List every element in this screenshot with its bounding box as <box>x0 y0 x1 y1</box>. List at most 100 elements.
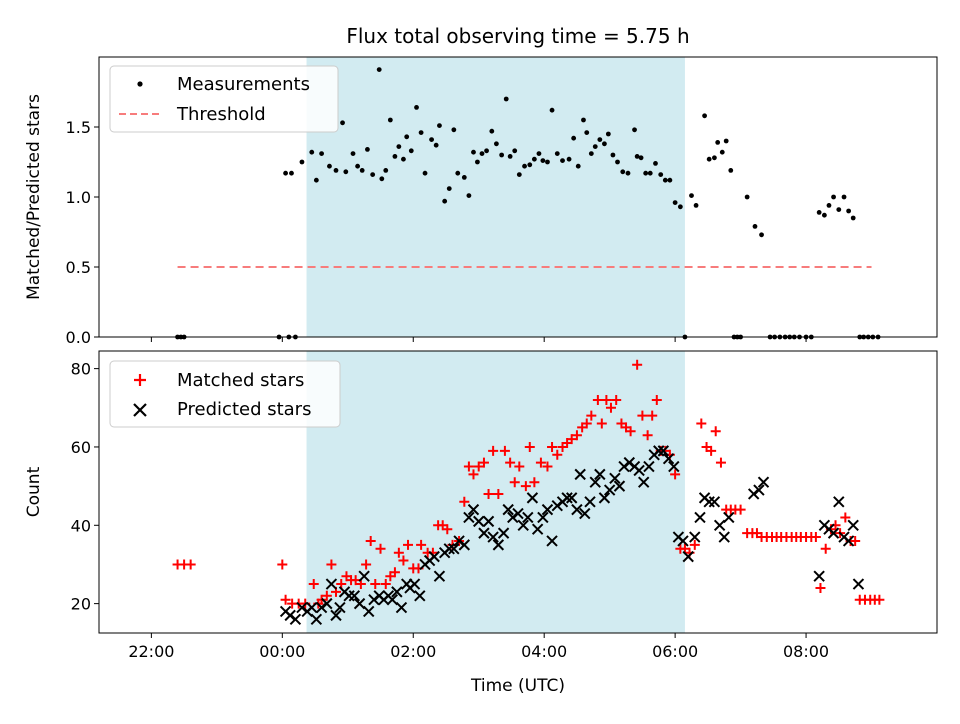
matched-star-point <box>398 555 409 566</box>
predicted-star-point <box>852 578 865 590</box>
measurement-point <box>479 151 485 157</box>
matched-star-point <box>605 402 616 413</box>
x-tick-label: 04:00 <box>521 642 567 661</box>
matched-star-point <box>596 418 607 429</box>
predicted-star-point <box>827 527 840 539</box>
matched-star-point <box>321 590 332 601</box>
measurement-point <box>672 200 678 206</box>
measurement-point <box>512 148 518 154</box>
measurement-point <box>634 154 640 159</box>
measurement-point <box>712 155 717 161</box>
axes-frame <box>98 56 938 338</box>
matched-star-point <box>375 543 386 554</box>
x-tick-label: 06:00 <box>652 642 698 661</box>
measurement-point <box>689 193 694 199</box>
predicted-star-point <box>386 594 399 606</box>
predicted-star-point <box>433 570 446 582</box>
matched-star-point <box>689 539 700 550</box>
measurement-point <box>455 170 461 176</box>
predicted-star-point <box>289 613 302 625</box>
predicted-star-point <box>643 460 655 473</box>
predicted-star-point <box>306 601 318 614</box>
measurement-point <box>379 176 385 182</box>
predicted-star-point <box>348 590 361 602</box>
matched-star-point <box>642 430 653 441</box>
matched-star-point <box>715 457 726 468</box>
measurement-point <box>584 130 590 136</box>
measurement-point <box>461 175 467 180</box>
measurement-point <box>451 127 457 133</box>
measurement-point <box>283 170 288 176</box>
matched-star-point <box>651 394 662 405</box>
measurement-point <box>499 152 505 158</box>
matched-star-point <box>571 430 582 441</box>
predicted-star-point <box>310 613 323 625</box>
measurement-point <box>588 151 594 157</box>
measurement-point <box>545 159 550 165</box>
predicted-star-point <box>723 511 735 524</box>
predicted-star-point <box>708 496 721 508</box>
matched-star-point <box>326 559 337 570</box>
predicted-star-point <box>325 578 338 590</box>
measurement-point <box>662 177 668 183</box>
observing-window-shade <box>306 351 685 633</box>
matched-star-point <box>403 539 414 550</box>
matched-star-point <box>493 488 504 499</box>
predicted-star-point <box>408 578 421 590</box>
x-axis-label: Time (UTC) <box>470 676 565 696</box>
measurement-point <box>658 172 664 178</box>
measurement-point <box>408 148 414 154</box>
predicted-star-point <box>603 484 616 496</box>
x-tick-label: 08:00 <box>783 642 829 661</box>
measurement-point <box>401 156 406 162</box>
legend: Measurements Threshold <box>109 65 339 133</box>
measurement-point <box>597 137 603 143</box>
matched-star-point <box>280 594 291 605</box>
matched-star-point <box>468 469 479 480</box>
matched-star-point <box>706 445 717 456</box>
measurement-point <box>475 159 480 165</box>
measurement-point <box>566 156 572 162</box>
measurement-point <box>625 170 631 176</box>
matched-star-point <box>632 359 643 370</box>
y-tick-label: 0.5 <box>66 258 91 277</box>
measurement-point <box>429 137 434 143</box>
measurement-point <box>615 159 620 165</box>
measurement-point <box>647 170 653 176</box>
predicted-star-point <box>598 492 611 504</box>
measurement-point <box>602 141 607 147</box>
measurement-point <box>719 149 725 155</box>
measurement-point <box>638 155 644 161</box>
matched-star-point <box>625 426 636 437</box>
predicted-star-point <box>502 503 514 516</box>
measurement-point <box>752 224 758 229</box>
predicted-star-point <box>467 503 480 516</box>
measurement-point <box>442 198 448 204</box>
measurement-point <box>571 135 577 141</box>
predicted-star-point <box>657 445 670 457</box>
predicted-star-point <box>531 523 544 535</box>
measurement-point <box>392 154 398 159</box>
matched-star-point <box>840 512 851 523</box>
legend-label-predicted: Predicted stars <box>177 399 311 420</box>
predicted-star-point <box>694 511 706 524</box>
legend-marker-matched <box>134 374 146 386</box>
measurement-point <box>581 117 586 123</box>
y-axis-ticks: 0.0 0.5 1.0 1.5 <box>66 118 99 347</box>
predicted-star-point <box>584 496 596 508</box>
measurement-point <box>522 163 527 169</box>
predicted-star-point <box>473 515 485 528</box>
measurement-point <box>728 168 734 173</box>
matched-star-point <box>601 394 612 405</box>
matched-star-point <box>815 582 826 593</box>
matched-star-point <box>647 410 658 421</box>
matched-star-point <box>586 410 597 421</box>
measurement-point <box>446 186 452 192</box>
measurement-point <box>516 172 522 178</box>
legend-marker-predicted <box>133 403 147 417</box>
predicted-star-point <box>637 476 650 488</box>
matched-star-point <box>361 559 372 570</box>
measurement-point <box>376 67 382 72</box>
y-tick-label: 80 <box>71 360 91 379</box>
